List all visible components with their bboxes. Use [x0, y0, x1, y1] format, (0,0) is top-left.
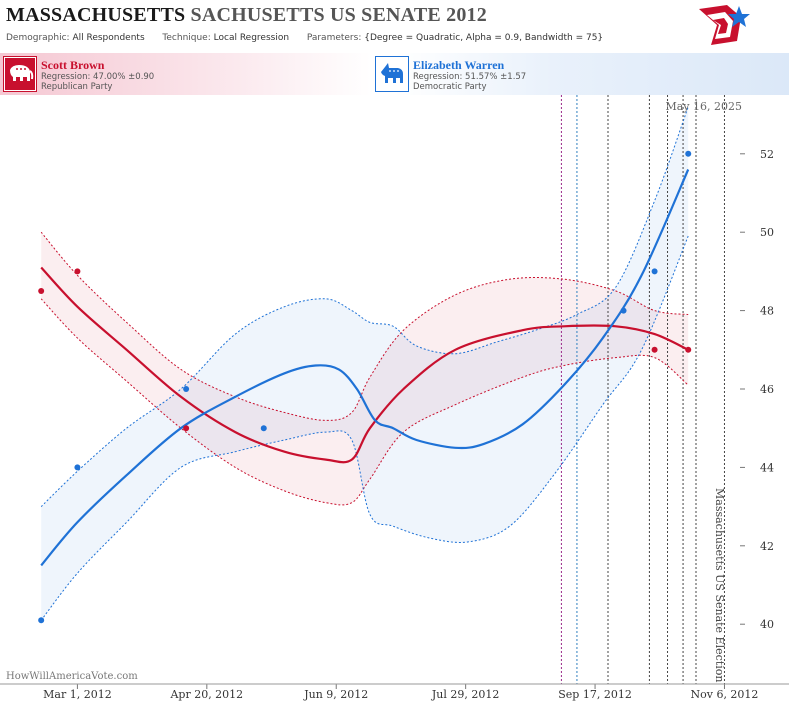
- brown-regression-line: [40, 266, 689, 464]
- technique-value: Local Regression: [213, 33, 290, 43]
- y-tick-label: 48: [760, 305, 774, 318]
- site-logo-icon: [699, 5, 750, 45]
- y-tick-label: 46: [760, 383, 774, 396]
- brown-poll-point: [651, 346, 658, 353]
- technique-label: Technique:: [162, 33, 211, 43]
- y-tick-label: 50: [760, 226, 774, 239]
- y-tick-label: 52: [760, 148, 774, 161]
- title-race: SACHUSETTS US SENATE 2012: [190, 4, 487, 26]
- candidate-name: Elizabeth Warren: [413, 58, 505, 72]
- brown-poll-point: [38, 288, 45, 294]
- brown-poll-point: [74, 268, 81, 275]
- parameters-value: {Degree = Quadratic, Alpha = 0.9, Bandwi…: [364, 33, 604, 43]
- warren-poll-point: [651, 268, 658, 275]
- warren-poll-point: [74, 464, 81, 471]
- parameters-line: Demographic: All Respondents Technique: …: [6, 33, 603, 43]
- candidate-regression: Regression: 51.57% ±1.57: [413, 72, 527, 82]
- y-axis-ticks: 40 42 44 46 48 50 52: [740, 148, 774, 631]
- demographic-label: Demographic:: [6, 33, 70, 43]
- x-tick-label: Jul 29, 2012: [431, 688, 500, 701]
- candidate-bar: Scott Brown Regression: 47.00% ±0.90 Rep…: [0, 53, 789, 95]
- watermark-text: HowWillAmericaVote.com: [6, 671, 138, 682]
- election-label: Massachusetts US Senate Election: [713, 488, 726, 682]
- x-tick-label: Sep 17, 2012: [558, 688, 632, 701]
- demographic-value: All Respondents: [72, 33, 145, 43]
- x-tick-label: Apr 20, 2012: [169, 688, 243, 701]
- candidate-party: Democratic Party: [413, 82, 487, 92]
- date-stamp: May 16, 2025: [665, 100, 742, 113]
- candidate-name: Scott Brown: [41, 58, 105, 72]
- elephant-icon: [3, 56, 37, 92]
- candidate-party: Republican Party: [41, 82, 113, 92]
- warren-poll-point: [685, 150, 692, 157]
- confidence-bounds: [40, 106, 689, 621]
- brown-confidence-band: [41, 232, 689, 505]
- donkey-icon: [375, 56, 409, 92]
- y-tick-label: 44: [760, 461, 774, 474]
- warren-poll-point: [183, 386, 190, 392]
- brown-lower-bound: [40, 298, 689, 506]
- x-tick-label: Jun 9, 2012: [303, 688, 368, 701]
- warren-poll-point: [260, 425, 267, 432]
- warren-poll-point: [620, 307, 627, 314]
- warren-confidence-band: [41, 106, 689, 621]
- x-tick-label: Nov 6, 2012: [690, 688, 758, 701]
- candidate-regression: Regression: 47.00% ±0.90: [41, 72, 155, 82]
- title-state: MASSACHUSETTS: [6, 4, 186, 26]
- poll-chart: 40 42 44 46 48 50 52 Mar 1, 2012 Apr 20, 2012 Ju…: [0, 95, 789, 701]
- confidence-bands: [41, 106, 689, 621]
- page-title: MASSACHUSETTS SACHUSETTS US SENATE 2012: [6, 4, 487, 27]
- brown-poll-point: [183, 425, 190, 432]
- poll-points: [38, 150, 692, 624]
- header: MASSACHUSETTS SACHUSETTS US SENATE 2012 …: [0, 0, 789, 50]
- y-tick-label: 40: [760, 618, 774, 631]
- y-tick-label: 42: [760, 540, 774, 553]
- warren-poll-point: [38, 617, 45, 624]
- x-axis-ticks: Mar 1, 2012 Apr 20, 2012 Jun 9, 2012 Jul 29…: [43, 684, 758, 701]
- warren-regression-line: [40, 169, 690, 567]
- x-tick-label: Mar 1, 2012: [43, 688, 112, 701]
- brown-poll-point: [685, 346, 692, 353]
- parameters-label: Parameters:: [306, 33, 362, 43]
- regression-lines: [40, 169, 690, 567]
